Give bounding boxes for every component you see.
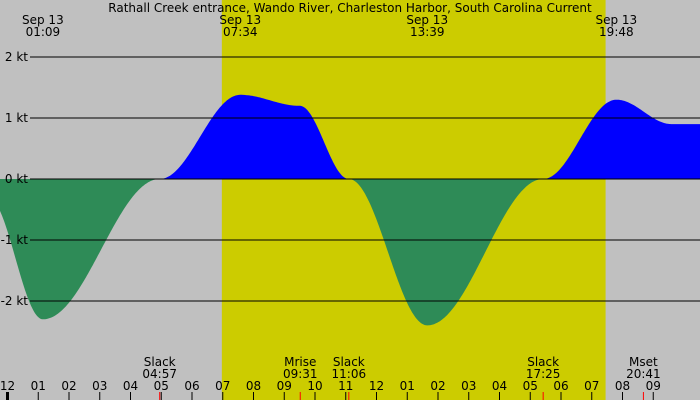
x-tick-label: 02 bbox=[430, 379, 445, 393]
event-time: 09:31 bbox=[283, 367, 318, 381]
y-axis-ticks: 2 kt 1 kt 0 kt -1 kt -2 kt bbox=[1, 50, 29, 308]
x-tick-label: 08 bbox=[246, 379, 261, 393]
x-tick-label: 09 bbox=[277, 379, 292, 393]
x-tick-label: 07 bbox=[584, 379, 599, 393]
x-tick-label: 07 bbox=[215, 379, 230, 393]
event-label: Slack bbox=[333, 355, 365, 369]
y-tick-label: 1 kt bbox=[5, 111, 28, 125]
bottom-annotations: Slack:32Slack04:57Mrise09:31Slack11:06Sl… bbox=[142, 355, 661, 400]
x-tick-label: 02 bbox=[61, 379, 76, 393]
x-tick-label: 01 bbox=[31, 379, 46, 393]
x-tick-label: 08 bbox=[615, 379, 630, 393]
event-label: Mrise bbox=[284, 355, 316, 369]
y-tick-label: 2 kt bbox=[5, 50, 28, 64]
max-current-time: 19:48 bbox=[599, 25, 634, 39]
x-axis-ticks: 1112010203040506070809101112010203040506… bbox=[0, 379, 661, 400]
x-tick-label: 05 bbox=[154, 379, 169, 393]
x-tick-label: 05 bbox=[523, 379, 538, 393]
x-tick-label: 09 bbox=[646, 379, 661, 393]
x-tick-label: 03 bbox=[461, 379, 476, 393]
max-current-date: Sep 13 bbox=[22, 13, 64, 27]
flood-current-area bbox=[0, 94, 700, 179]
x-tick-label: 04 bbox=[123, 379, 138, 393]
x-tick-label: 12 bbox=[0, 379, 15, 393]
event-label: Mset bbox=[629, 355, 658, 369]
x-tick-label: 10 bbox=[307, 379, 322, 393]
max-current-date: Sep 13 bbox=[219, 13, 261, 27]
x-tick-label: 03 bbox=[92, 379, 107, 393]
max-current-time: 07:34 bbox=[223, 25, 258, 39]
event-label: Slack bbox=[527, 355, 559, 369]
event-label: Slack bbox=[144, 355, 176, 369]
x-tick-label: 12 bbox=[369, 379, 384, 393]
max-current-time: 01:09 bbox=[26, 25, 61, 39]
event-time: 04:57 bbox=[142, 367, 177, 381]
y-tick-label: 0 kt bbox=[5, 172, 28, 186]
chart-title: Rathall Creek entrance, Wando River, Cha… bbox=[108, 1, 592, 15]
max-current-date: Sep 13 bbox=[406, 13, 448, 27]
max-current-time: 13:39 bbox=[410, 25, 445, 39]
event-time: 20:41 bbox=[626, 367, 661, 381]
y-tick-label: -1 kt bbox=[1, 233, 29, 247]
event-time: 11:06 bbox=[332, 367, 367, 381]
y-tick-label: -2 kt bbox=[1, 294, 29, 308]
ebb-current-area bbox=[0, 179, 700, 326]
x-tick-label: 06 bbox=[184, 379, 199, 393]
event-time: 17:25 bbox=[526, 367, 561, 381]
x-tick-label: 01 bbox=[400, 379, 415, 393]
x-tick-label: 11 bbox=[338, 379, 353, 393]
x-tick-label: 04 bbox=[492, 379, 507, 393]
max-current-date: Sep 13 bbox=[595, 13, 637, 27]
x-tick-label: 06 bbox=[553, 379, 568, 393]
grid-lines bbox=[30, 56, 700, 302]
